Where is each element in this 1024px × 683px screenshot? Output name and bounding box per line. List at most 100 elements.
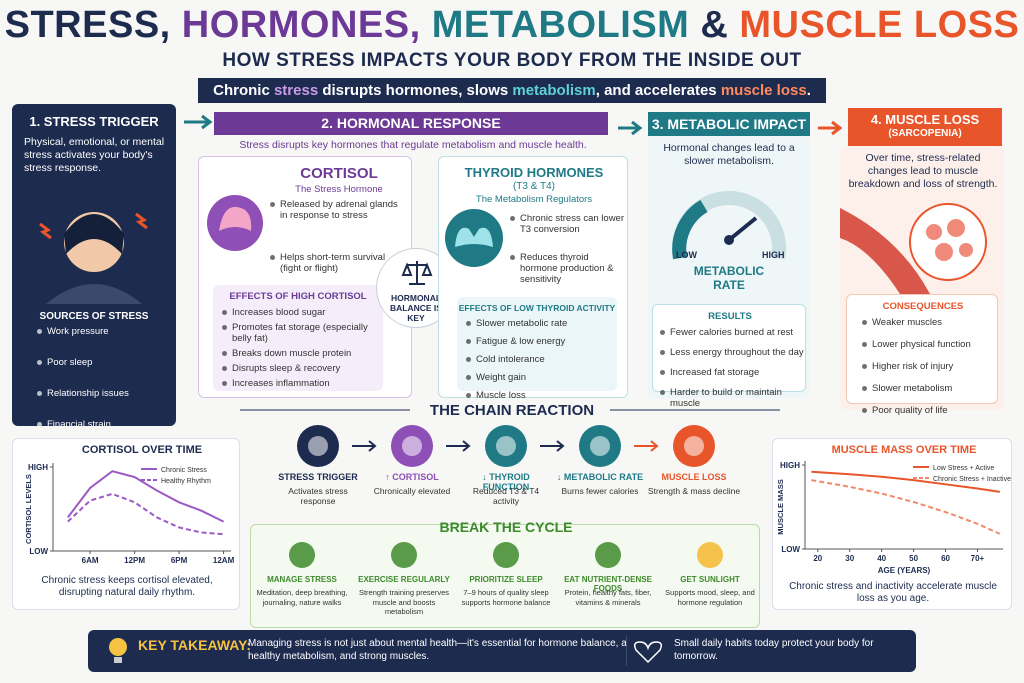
- step-title: MUSCLE LOSS: [661, 472, 727, 482]
- x-tick-label: 6AM: [82, 556, 99, 565]
- tag-text: .: [806, 82, 811, 99]
- stressed-person-illustration: [39, 212, 148, 304]
- chart-title: CORTISOL OVER TIME: [82, 444, 202, 456]
- step-title: ↑ CORTISOL: [385, 472, 439, 482]
- results-box: RESULTS Fewer calories burned at rest Les…: [652, 304, 806, 409]
- effects-list: Increases blood sugar Promotes fat storag…: [221, 307, 379, 393]
- effects-title: EFFECTS OF HIGH CORTISOL: [229, 291, 367, 302]
- chain-rule: [240, 409, 780, 411]
- chart-caption: Chronic stress and inactivity accelerate…: [789, 581, 997, 604]
- habit-title: EXERCISE REGULARLY: [358, 575, 450, 584]
- list-item: Increases blood sugar: [221, 307, 379, 318]
- list-item: Increases inflammation: [221, 378, 379, 389]
- list-item: Slower metabolic rate: [465, 318, 615, 329]
- list-item: Increased fat storage: [659, 367, 807, 378]
- step-glyph: [308, 436, 328, 456]
- series-line: [811, 470, 1000, 493]
- tag-text: , and accelerates: [595, 82, 721, 99]
- panel-subtitle: (SARCOPENIA): [888, 128, 962, 139]
- muscle-illustration: [840, 203, 987, 294]
- arrow-path: [352, 440, 377, 452]
- card-title: CORTISOL: [300, 165, 378, 182]
- balance-text: HORMONAL BALANCE IS KEY: [390, 293, 442, 323]
- legend-label: Chronic Stress + Inactive: [933, 476, 1011, 483]
- x-tick-label: 12PM: [124, 556, 145, 565]
- effects-box: EFFECTS OF LOW THYROID ACTIVITY Slower m…: [457, 297, 617, 401]
- y-tick-label: LOW: [781, 545, 800, 554]
- step-text: Strength & mass decline: [647, 486, 741, 496]
- arrow: [818, 120, 843, 136]
- card-tagline: The Metabolism Regulators: [475, 194, 593, 205]
- step-glyph: [684, 436, 704, 456]
- chain-title: THE CHAIN REACTION: [429, 402, 595, 419]
- list-item: Harder to build or maintain muscle: [659, 387, 807, 409]
- arrow: [618, 120, 643, 136]
- takeaway-bar: KEY TAKEAWAY: Managing stress is not jus…: [88, 630, 916, 672]
- step-icon: [485, 425, 527, 467]
- list-item: Lower physical function: [861, 339, 997, 350]
- chart: CORTISOL OVER TIME LOW HIGH 6AM 12PM 6PM 12AM C…: [24, 444, 235, 565]
- tag-text: metabolism: [512, 82, 596, 99]
- stress-trigger-panel: 1. STRESS TRIGGER Physical, emotional, o…: [12, 104, 176, 492]
- arrow: [634, 440, 659, 452]
- results-title: RESULTS: [708, 311, 752, 322]
- thyroid-icon: [445, 209, 503, 267]
- x-tick-label: 70+: [971, 554, 985, 563]
- y-tick-label: LOW: [29, 547, 48, 556]
- habit-icon: [391, 542, 417, 568]
- step-icon: [579, 425, 621, 467]
- step-title: ↓ THYROID FUNCTION: [482, 472, 530, 492]
- card-subtitle: (T3 & T4): [512, 181, 556, 192]
- results-list: Fewer calories burned at rest Less energy…: [659, 327, 807, 418]
- habit-glyph: [289, 542, 315, 568]
- consequences-list: Weaker muscles Lower physical function Hig…: [861, 317, 997, 427]
- y-tick-label: HIGH: [28, 463, 48, 472]
- habit-text: Protein, healthy fats, fiber, vitamins &…: [564, 588, 652, 607]
- subtitle: HOW STRESS IMPACTS YOUR BODY FROM THE IN…: [222, 50, 802, 71]
- chart-card: CORTISOL OVER TIME LOW HIGH 6AM 12PM 6PM 12AM C…: [12, 438, 240, 610]
- tag-text: muscle loss: [720, 82, 807, 99]
- adrenal-icon: [207, 195, 263, 251]
- list-item: Relationship issues: [36, 388, 172, 399]
- muscle-panel: Over time, stress-related changes lead t…: [840, 146, 1004, 416]
- list-item: Released by adrenal glands in response t…: [269, 199, 407, 221]
- list-item: Weaker muscles: [861, 317, 997, 328]
- card-subtitle: The Stress Hormone: [295, 184, 383, 195]
- card-title: THYROID HORMONES: [464, 165, 604, 180]
- list-item: Muscle loss: [465, 390, 615, 401]
- panel-text: Physical, emotional, or mental stress ac…: [24, 136, 165, 174]
- arrow: [184, 114, 213, 130]
- step-title: STRESS TRIGGER: [278, 472, 358, 482]
- metabolic-panel: Hormonal changes lead to a slower metabo…: [648, 136, 810, 409]
- gauge-title: METABOLIC RATE: [693, 264, 765, 292]
- habit-glyph: [595, 542, 621, 568]
- panel-title: 2. HORMONAL RESPONSE: [214, 112, 608, 135]
- legend-label: Healthy Rhythm: [161, 478, 211, 485]
- habit-title: MANAGE STRESS: [267, 575, 337, 584]
- arrow: [540, 440, 565, 452]
- list-item: Less energy throughout the day: [659, 347, 807, 358]
- title-part: STRESS,: [4, 4, 171, 46]
- list-item: Cold intolerance: [465, 354, 615, 365]
- list-item: Poor sleep: [36, 357, 172, 368]
- panel-text: Stress disrupts key hormones that regula…: [239, 139, 587, 151]
- arrow: [446, 440, 471, 452]
- habit-title: PRIORITIZE SLEEP: [469, 575, 543, 584]
- panel-title-box: 4. MUSCLE LOSS (SARCOPENIA): [848, 108, 1002, 146]
- main-title: STRESS, HORMONES, METABOLISM & MUSCLE LO…: [0, 4, 1024, 47]
- arrow-path: [540, 440, 565, 452]
- step-title: ↓ METABOLIC RATE: [556, 472, 644, 482]
- consequences-title: CONSEQUENCES: [882, 301, 964, 312]
- step-icon: [673, 425, 715, 467]
- arrow-path: [634, 440, 659, 452]
- chart-card: MUSCLE MASS OVER TIME LOW HIGH 20 30 40 50 60 70…: [772, 438, 1012, 610]
- habit-glyph: [493, 542, 519, 568]
- tagline: Chronic stress disrupts hormones, slows …: [198, 78, 826, 103]
- habit-glyph: [391, 542, 417, 568]
- sources-title: SOURCES OF STRESS: [39, 311, 149, 322]
- step-text: Burns fewer calories: [561, 486, 639, 496]
- cycle-items: MANAGE STRESS Meditation, deep breathing,…: [251, 539, 761, 627]
- x-tick-label: 20: [813, 554, 822, 563]
- habit-glyph: [697, 542, 723, 568]
